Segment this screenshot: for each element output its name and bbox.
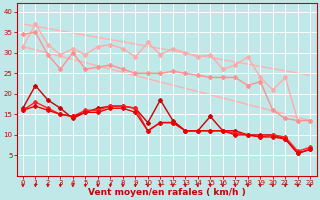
X-axis label: Vent moyen/en rafales ( km/h ): Vent moyen/en rafales ( km/h ) [88, 188, 245, 197]
